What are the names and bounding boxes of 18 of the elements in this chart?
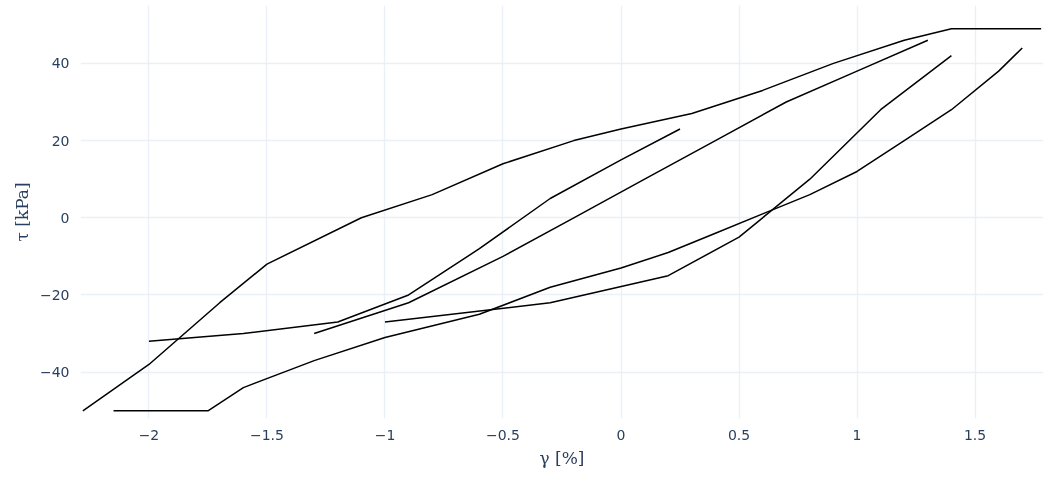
line-series	[313, 39, 929, 335]
y-axis-title: τ [kPa]	[11, 182, 32, 242]
y-tick-label: 0	[60, 209, 70, 226]
line-series	[384, 54, 953, 323]
y-tick-label: 40	[51, 55, 70, 72]
x-tick-label: 1	[852, 426, 862, 443]
x-tick-label: −1.5	[249, 426, 284, 443]
y-tick-label: −40	[39, 364, 70, 381]
x-tick-label: −0.5	[486, 426, 520, 443]
x-tick-label: 0.5	[727, 426, 751, 443]
y-tick-label: 20	[51, 132, 70, 149]
x-tick-label: 0	[616, 426, 626, 443]
x-tick-label: −1	[374, 426, 396, 443]
x-tick-label: −2	[138, 426, 160, 443]
x-tick-label: 1.5	[963, 426, 987, 443]
x-axis-title: γ [%]	[539, 447, 585, 468]
y-tick-label: −20	[39, 286, 70, 303]
line-series	[148, 128, 681, 343]
